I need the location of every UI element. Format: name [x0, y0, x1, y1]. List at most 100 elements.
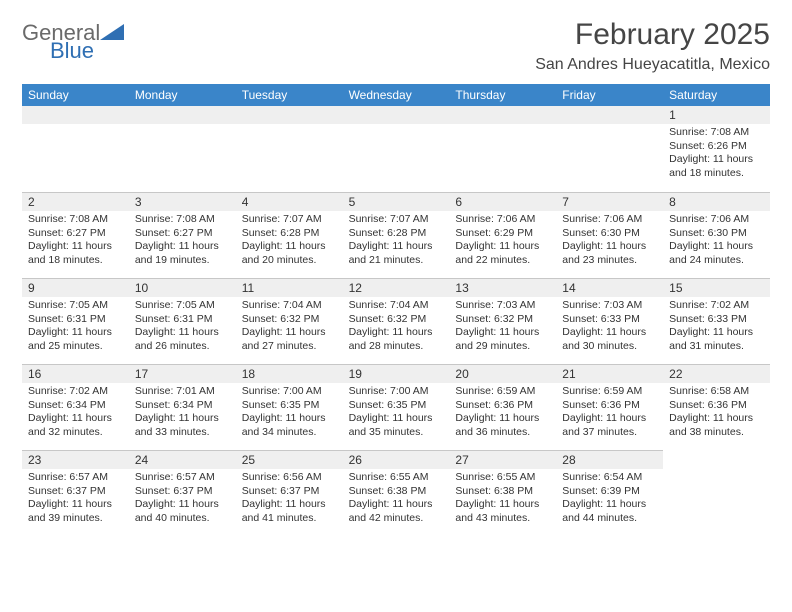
day-number — [556, 106, 663, 124]
sunrise-text: Sunrise: 7:01 AM — [135, 385, 230, 399]
sunset-text: Sunset: 6:27 PM — [135, 227, 230, 241]
daylight-text-1: Daylight: 11 hours — [349, 240, 444, 254]
sunrise-text: Sunrise: 7:03 AM — [562, 299, 657, 313]
day-cell: 21Sunrise: 6:59 AMSunset: 6:36 PMDayligh… — [556, 364, 663, 450]
daylight-text-2: and 32 minutes. — [28, 426, 123, 440]
sunset-text: Sunset: 6:36 PM — [455, 399, 550, 413]
day-cell: 17Sunrise: 7:01 AMSunset: 6:34 PMDayligh… — [129, 364, 236, 450]
day-number: 17 — [129, 365, 236, 383]
daylight-text-2: and 23 minutes. — [562, 254, 657, 268]
calendar-grid: 1Sunrise: 7:08 AMSunset: 6:26 PMDaylight… — [22, 106, 770, 536]
day-cell: 5 Sunrise: 7:07 AMSunset: 6:28 PMDaylight… — [343, 192, 450, 278]
sunrise-text: Sunrise: 6:58 AM — [669, 385, 764, 399]
sunset-text: Sunset: 6:37 PM — [135, 485, 230, 499]
weekday-header-row: Sunday Monday Tuesday Wednesday Thursday… — [22, 84, 770, 106]
day-detail: Sunrise: 6:56 AMSunset: 6:37 PMDaylight:… — [236, 469, 343, 530]
day-number: 16 — [22, 365, 129, 383]
daylight-text-1: Daylight: 11 hours — [28, 240, 123, 254]
logo-text-block: General Blue — [22, 22, 100, 62]
daylight-text-1: Daylight: 11 hours — [135, 326, 230, 340]
daylight-text-2: and 38 minutes. — [669, 426, 764, 440]
day-number: 18 — [236, 365, 343, 383]
day-cell: 16Sunrise: 7:02 AMSunset: 6:34 PMDayligh… — [22, 364, 129, 450]
daylight-text-2: and 42 minutes. — [349, 512, 444, 526]
day-number: 27 — [449, 451, 556, 469]
sunset-text: Sunset: 6:32 PM — [242, 313, 337, 327]
sunset-text: Sunset: 6:34 PM — [135, 399, 230, 413]
day-number — [236, 106, 343, 124]
daylight-text-1: Daylight: 11 hours — [669, 412, 764, 426]
day-cell: 19Sunrise: 7:00 AMSunset: 6:35 PMDayligh… — [343, 364, 450, 450]
day-detail: Sunrise: 7:02 AMSunset: 6:34 PMDaylight:… — [22, 383, 129, 444]
daylight-text-2: and 20 minutes. — [242, 254, 337, 268]
daylight-text-1: Daylight: 11 hours — [562, 326, 657, 340]
day-cell: 13Sunrise: 7:03 AMSunset: 6:32 PMDayligh… — [449, 278, 556, 364]
sunrise-text: Sunrise: 6:57 AM — [135, 471, 230, 485]
logo-word-blue: Blue — [50, 38, 94, 63]
daylight-text-1: Daylight: 11 hours — [28, 412, 123, 426]
day-cell: 8Sunrise: 7:06 AMSunset: 6:30 PMDaylight… — [663, 192, 770, 278]
weekday-friday: Friday — [556, 84, 663, 106]
day-detail: Sunrise: 7:08 AMSunset: 6:27 PMDaylight:… — [22, 211, 129, 272]
day-detail: Sunrise: 7:06 AMSunset: 6:29 PMDaylight:… — [449, 211, 556, 272]
sunrise-text: Sunrise: 7:03 AM — [455, 299, 550, 313]
day-detail: Sunrise: 7:05 AMSunset: 6:31 PMDaylight:… — [22, 297, 129, 358]
day-detail: Sunrise: 7:08 AMSunset: 6:27 PMDaylight:… — [129, 211, 236, 272]
weekday-sunday: Sunday — [22, 84, 129, 106]
sunrise-text: Sunrise: 7:08 AM — [28, 213, 123, 227]
empty-day-cell — [236, 106, 343, 192]
day-detail: Sunrise: 6:57 AMSunset: 6:37 PMDaylight:… — [129, 469, 236, 530]
sunrise-text: Sunrise: 7:00 AM — [242, 385, 337, 399]
sunset-text: Sunset: 6:28 PM — [242, 227, 337, 241]
sunset-text: Sunset: 6:28 PM — [349, 227, 444, 241]
empty-day-cell — [22, 106, 129, 192]
daylight-text-2: and 35 minutes. — [349, 426, 444, 440]
sunrise-text: Sunrise: 6:57 AM — [28, 471, 123, 485]
sunset-text: Sunset: 6:36 PM — [669, 399, 764, 413]
sunrise-text: Sunrise: 6:59 AM — [562, 385, 657, 399]
sunrise-text: Sunrise: 7:06 AM — [669, 213, 764, 227]
daylight-text-1: Daylight: 11 hours — [28, 498, 123, 512]
day-cell: 24Sunrise: 6:57 AMSunset: 6:37 PMDayligh… — [129, 450, 236, 536]
day-detail: Sunrise: 7:05 AMSunset: 6:31 PMDaylight:… — [129, 297, 236, 358]
day-cell: 23Sunrise: 6:57 AMSunset: 6:37 PMDayligh… — [22, 450, 129, 536]
sunset-text: Sunset: 6:35 PM — [242, 399, 337, 413]
sunset-text: Sunset: 6:34 PM — [28, 399, 123, 413]
day-detail: Sunrise: 7:01 AMSunset: 6:34 PMDaylight:… — [129, 383, 236, 444]
day-number: 5 — [343, 193, 450, 211]
day-number: 20 — [449, 365, 556, 383]
sunrise-text: Sunrise: 7:05 AM — [135, 299, 230, 313]
day-number — [449, 106, 556, 124]
sunrise-text: Sunrise: 7:06 AM — [455, 213, 550, 227]
sunrise-text: Sunrise: 6:54 AM — [562, 471, 657, 485]
daylight-text-2: and 27 minutes. — [242, 340, 337, 354]
day-number: 2 — [22, 193, 129, 211]
daylight-text-2: and 31 minutes. — [669, 340, 764, 354]
daylight-text-2: and 25 minutes. — [28, 340, 123, 354]
sunrise-text: Sunrise: 7:07 AM — [349, 213, 444, 227]
day-number — [22, 106, 129, 124]
sunset-text: Sunset: 6:35 PM — [349, 399, 444, 413]
daylight-text-2: and 39 minutes. — [28, 512, 123, 526]
day-detail: Sunrise: 6:55 AMSunset: 6:38 PMDaylight:… — [343, 469, 450, 530]
day-number: 12 — [343, 279, 450, 297]
sunrise-text: Sunrise: 6:59 AM — [455, 385, 550, 399]
daylight-text-2: and 26 minutes. — [135, 340, 230, 354]
daylight-text-2: and 21 minutes. — [349, 254, 444, 268]
sunrise-text: Sunrise: 6:55 AM — [455, 471, 550, 485]
daylight-text-1: Daylight: 11 hours — [28, 326, 123, 340]
daylight-text-1: Daylight: 11 hours — [242, 326, 337, 340]
day-cell: 18Sunrise: 7:00 AMSunset: 6:35 PMDayligh… — [236, 364, 343, 450]
daylight-text-2: and 43 minutes. — [455, 512, 550, 526]
day-number: 13 — [449, 279, 556, 297]
day-number: 21 — [556, 365, 663, 383]
day-number: 11 — [236, 279, 343, 297]
daylight-text-2: and 18 minutes. — [28, 254, 123, 268]
day-detail: Sunrise: 7:03 AMSunset: 6:32 PMDaylight:… — [449, 297, 556, 358]
month-title: February 2025 — [535, 18, 770, 52]
sunset-text: Sunset: 6:27 PM — [28, 227, 123, 241]
day-number: 25 — [236, 451, 343, 469]
day-number: 14 — [556, 279, 663, 297]
day-detail: Sunrise: 7:04 AMSunset: 6:32 PMDaylight:… — [236, 297, 343, 358]
daylight-text-1: Daylight: 11 hours — [455, 412, 550, 426]
